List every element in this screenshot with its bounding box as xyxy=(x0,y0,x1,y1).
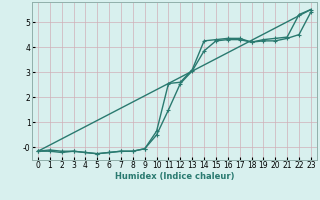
X-axis label: Humidex (Indice chaleur): Humidex (Indice chaleur) xyxy=(115,172,234,181)
